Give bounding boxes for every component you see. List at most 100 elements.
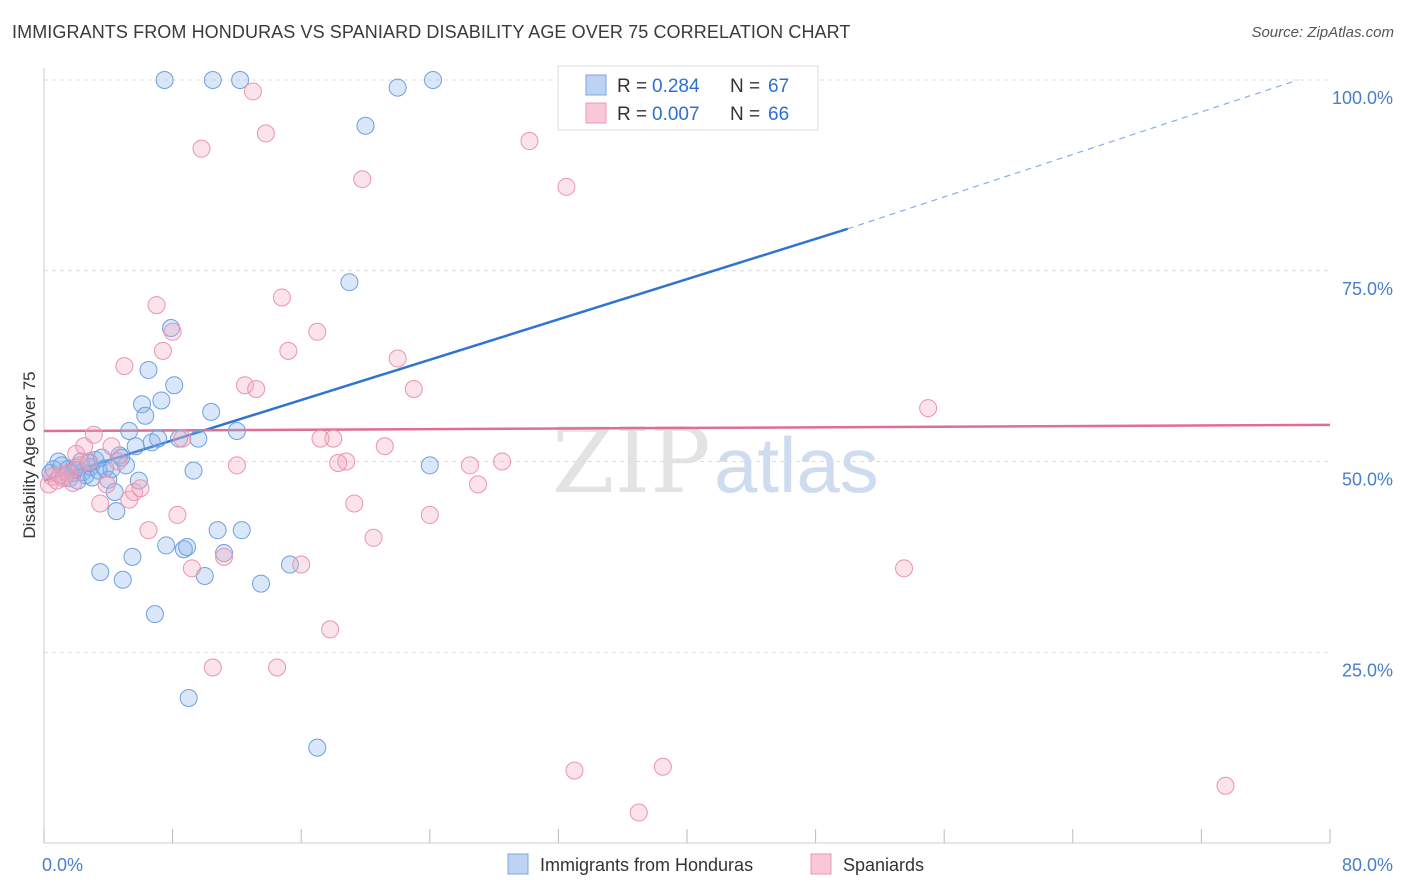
- trend-line-honduras: [43, 227, 849, 482]
- point-spaniards: [364, 528, 383, 547]
- point-honduras: [252, 574, 271, 593]
- trend-line-spaniards: [43, 423, 1331, 433]
- point-spaniards: [469, 475, 488, 494]
- point-honduras: [227, 421, 246, 440]
- point-spaniards: [139, 521, 158, 540]
- point-honduras: [420, 456, 439, 475]
- stats-legend: R = 0.284 N = 67 R = 0.007 N = 66: [557, 65, 819, 131]
- point-spaniards: [345, 494, 364, 513]
- point-honduras: [139, 360, 158, 379]
- point-honduras: [424, 71, 443, 89]
- watermark-atlas: atlas: [714, 421, 879, 509]
- point-spaniards: [63, 473, 82, 492]
- point-spaniards: [163, 322, 182, 341]
- point-honduras: [178, 537, 197, 556]
- y-tick-label: 75.0%: [1342, 279, 1393, 299]
- point-spaniards: [279, 341, 298, 360]
- point-spaniards: [256, 124, 275, 143]
- point-honduras: [155, 71, 174, 89]
- series-legend-label-honduras: Immigrants from Honduras: [540, 855, 753, 875]
- series-legend-swatch-spaniards: [810, 853, 832, 875]
- point-spaniards: [70, 456, 89, 475]
- point-spaniards: [353, 170, 372, 189]
- trend-line-honduras-extrapolated: [847, 79, 1299, 230]
- point-spaniards: [308, 322, 327, 341]
- point-honduras: [107, 502, 126, 521]
- point-spaniards: [108, 452, 127, 471]
- point-spaniards: [131, 479, 150, 498]
- point-honduras: [152, 391, 171, 410]
- point-spaniards: [168, 505, 187, 524]
- point-spaniards: [321, 620, 340, 639]
- series-legend: Immigrants from Honduras Spaniards: [507, 853, 924, 875]
- point-spaniards: [520, 132, 539, 151]
- point-honduras: [202, 402, 221, 421]
- point-honduras: [203, 71, 222, 89]
- point-honduras: [129, 471, 148, 490]
- y-axis-label: Disability Age Over 75: [20, 371, 39, 538]
- point-honduras: [157, 536, 176, 555]
- point-honduras: [91, 563, 110, 582]
- point-honduras: [149, 429, 168, 448]
- point-spaniards: [243, 82, 262, 101]
- point-spaniards: [268, 658, 287, 677]
- point-honduras: [231, 71, 250, 89]
- legend-r-label-honduras: R =: [617, 76, 647, 97]
- point-spaniards: [493, 452, 512, 471]
- point-spaniards: [557, 177, 576, 196]
- point-honduras: [174, 540, 193, 559]
- point-honduras: [145, 605, 164, 624]
- point-spaniards: [653, 757, 672, 776]
- point-spaniards: [1216, 776, 1235, 795]
- point-spaniards: [115, 357, 134, 376]
- point-spaniards: [404, 380, 423, 399]
- legend-swatch-spaniards: [585, 102, 607, 124]
- legend-n-label-spaniards: N =: [730, 104, 760, 125]
- legend-n-value-honduras: 67: [768, 76, 789, 97]
- point-spaniards: [375, 437, 394, 456]
- point-honduras: [215, 544, 234, 563]
- point-honduras: [133, 395, 152, 414]
- point-honduras: [165, 376, 184, 395]
- point-spaniards: [919, 399, 938, 418]
- point-spaniards: [97, 475, 116, 494]
- source-credit: Source: ZipAtlas.com: [1251, 24, 1394, 41]
- x-tick-label: 0.0%: [42, 855, 83, 875]
- point-spaniards: [388, 349, 407, 368]
- point-honduras: [208, 521, 227, 540]
- point-honduras: [123, 547, 142, 566]
- y-tick-label: 25.0%: [1342, 660, 1393, 680]
- point-spaniards: [84, 425, 103, 444]
- chart-title: IMMIGRANTS FROM HONDURAS VS SPANIARD DIS…: [12, 22, 851, 42]
- legend-swatch-honduras: [585, 74, 607, 96]
- point-spaniards: [147, 296, 166, 315]
- point-honduras: [136, 406, 155, 425]
- point-spaniards: [153, 341, 172, 360]
- point-honduras: [189, 429, 208, 448]
- point-honduras: [388, 78, 407, 97]
- trend-lines: [43, 79, 1331, 482]
- point-spaniards: [173, 429, 192, 448]
- point-spaniards: [272, 288, 291, 307]
- point-honduras: [356, 116, 375, 135]
- point-spaniards: [102, 437, 121, 456]
- series-legend-swatch-honduras: [507, 853, 529, 875]
- y-tick-label: 100.0%: [1332, 88, 1393, 108]
- point-honduras: [184, 461, 203, 480]
- point-honduras: [126, 437, 145, 456]
- series-legend-label-spaniards: Spaniards: [843, 855, 924, 875]
- gridlines: [44, 79, 1330, 653]
- point-spaniards: [215, 547, 234, 566]
- legend-r-value-spaniards: 0.007: [652, 104, 700, 125]
- point-spaniards: [629, 803, 648, 822]
- legend-n-value-spaniards: 66: [768, 104, 789, 125]
- data-points: [39, 71, 1235, 822]
- axes: [43, 68, 1331, 844]
- point-spaniards: [460, 456, 479, 475]
- point-spaniards: [91, 494, 110, 513]
- legend-r-label-spaniards: R =: [617, 104, 647, 125]
- point-honduras: [232, 521, 251, 540]
- y-tick-label: 50.0%: [1342, 470, 1393, 490]
- point-honduras: [340, 273, 359, 292]
